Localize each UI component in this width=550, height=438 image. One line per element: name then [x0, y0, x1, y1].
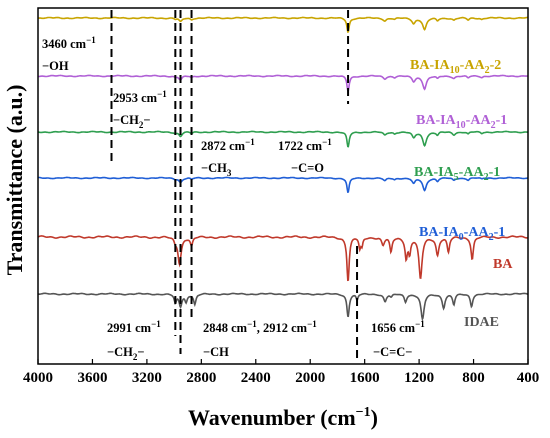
annotation-2953-group: −CH2−	[113, 113, 151, 130]
spectrum-line-ba-ia10-aa2-1	[38, 74, 529, 92]
annotation-2872-group: −CH3	[201, 161, 232, 178]
x-tick-label: 3600	[77, 370, 107, 386]
series-label-ba-ia5-aa2-1: BA-IA5-AA2-1	[414, 165, 500, 183]
annotation-3460-group: −OH	[42, 59, 69, 73]
peak-marker-lines	[110, 10, 359, 358]
annotation-2848-wavenumber: 2848 cm−1, 2912 cm−1	[203, 319, 317, 335]
annotation-3460-wavenumber: 3460 cm−1	[42, 35, 96, 51]
x-tick-label: 3200	[132, 370, 162, 386]
annotation-2991-wavenumber: 2991 cm−1	[107, 319, 161, 335]
series-label-ba-ia10-aa2-2: BA-IA10-AA2-2	[410, 58, 501, 76]
annotation-1656-group: −C=C−	[373, 345, 412, 359]
spectrum-line-idae	[38, 292, 529, 322]
y-axis-title: Transmittance (a.u.)	[2, 85, 27, 276]
spectrum-line-ba-ia5-aa2-1	[37, 130, 528, 148]
spectra-group	[37, 16, 529, 322]
x-axis-title: Wavenumber (cm−1)	[188, 405, 378, 430]
x-tick-label: 2800	[186, 370, 216, 386]
series-labels: BA-IA10-AA2-2 BA-IA10-AA2-1 BA-IA5-AA2-1 BA…	[410, 58, 513, 330]
series-label-ba-ia0-aa2-1: BA-IA0-AA2-1	[419, 225, 505, 243]
annotation-2991-group: −CH2−	[107, 345, 145, 362]
annotation-2953-wavenumber: 2953 cm−1	[113, 89, 167, 105]
x-tick-label: 400	[517, 370, 540, 386]
x-tick-label: 1200	[404, 370, 434, 386]
x-tick-label: 4000	[23, 370, 53, 386]
x-tick-label: 2400	[241, 370, 271, 386]
spectrum-line-ba-ia0-aa2-1	[38, 176, 528, 193]
annotation-1656-wavenumber: 1656 cm−1	[371, 319, 425, 335]
x-tick-label: 1600	[350, 370, 380, 386]
spectrum-line-ba	[37, 235, 529, 282]
series-label-ba: BA	[493, 257, 513, 272]
x-axis-ticks: 4000 3600 3200 2800 2400 2000 1600 1200 800 400	[23, 359, 539, 386]
annotation-1722-group: −C=O	[291, 161, 324, 175]
series-label-ba-ia10-aa2-1: BA-IA10-AA2-1	[416, 113, 507, 131]
x-tick-label: 800	[462, 370, 485, 386]
plot-frame	[37, 7, 529, 365]
annotation-1722-wavenumber: 1722 cm−1	[278, 137, 332, 153]
x-tick-label: 2000	[295, 370, 325, 386]
series-label-idae: IDAE	[464, 315, 499, 330]
annotation-2872-wavenumber: 2872 cm−1	[201, 137, 255, 153]
spectrum-line-ba-ia10-aa2-2	[37, 16, 528, 33]
annotation-2848-group: −CH	[203, 345, 229, 359]
